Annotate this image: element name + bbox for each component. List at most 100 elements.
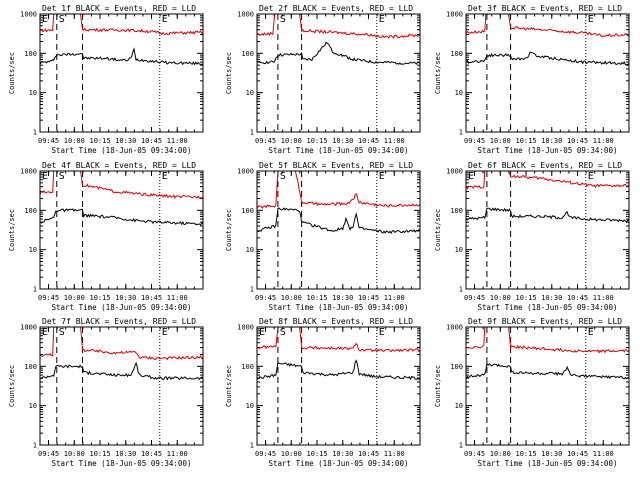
- y-tick-label: 10: [455, 89, 463, 97]
- x-tick-label: 11:00: [384, 450, 405, 458]
- x-tick-label: 10:15: [515, 450, 536, 458]
- marker-label: E: [42, 14, 48, 25]
- series-line-events: [40, 361, 203, 381]
- y-axis-label: Counts/sec: [8, 52, 16, 94]
- y-tick-label: 1: [33, 129, 37, 137]
- y-tick-label: 10: [29, 402, 37, 410]
- x-axis-label: Start Time (18-Jun-05 09:34:00): [478, 459, 618, 468]
- series-group: [40, 327, 203, 381]
- series-group: [466, 327, 629, 380]
- y-axis-label: Counts/sec: [434, 209, 442, 251]
- plot-frame: [256, 326, 421, 446]
- x-tick-label: 11:00: [167, 294, 188, 302]
- x-tick-label: 10:45: [358, 137, 379, 145]
- time-markers: E: [486, 14, 594, 132]
- series-line-events: [40, 208, 203, 226]
- detector-panel-2: Det 2f BLACK = Events, RED = LLD Counts/s…: [225, 4, 421, 155]
- x-axis: 09:45 10:00 10:15 10:30 10:45 11:00: [255, 327, 412, 458]
- x-axis: 09:45 10:00 10:15 10:30 10:45 11:00: [255, 171, 412, 302]
- detector-panel-5: Det 5f BLACK = Events, RED = LLD Counts/s…: [225, 161, 421, 312]
- series-line-lld: [466, 327, 629, 354]
- x-tick-label: 09:45: [464, 294, 485, 302]
- marker-label: E: [42, 171, 48, 182]
- detector-panel-6: Det 6f BLACK = Events, RED = LLD Counts/s…: [434, 161, 630, 312]
- y-tick-label: 100: [450, 207, 463, 215]
- series-group: [257, 327, 420, 381]
- x-tick-label: 09:45: [464, 137, 485, 145]
- y-tick-label: 1000: [446, 324, 463, 332]
- x-tick-label: 11:00: [167, 450, 188, 458]
- x-tick-label: 09:45: [464, 450, 485, 458]
- y-tick-label: 100: [241, 50, 254, 58]
- x-tick-label: 10:00: [490, 450, 511, 458]
- series-line-lld: [40, 171, 203, 199]
- plot-frame: [39, 13, 204, 133]
- marker-label: S: [59, 14, 65, 25]
- series-line-events: [466, 362, 629, 380]
- series-line-events: [257, 41, 420, 65]
- x-tick-label: 10:45: [358, 450, 379, 458]
- x-axis: 09:45 10:00 10:15 10:30 10:45 11:00: [464, 14, 621, 145]
- marker-label: E: [468, 171, 474, 182]
- plot-frame: [465, 326, 630, 446]
- marker-label: E: [588, 327, 594, 338]
- x-tick-label: 10:00: [490, 137, 511, 145]
- series-line-events: [257, 359, 420, 381]
- x-tick-label: 10:00: [64, 294, 85, 302]
- marker-label: E: [259, 327, 265, 338]
- x-axis: 09:45 10:00 10:15 10:30 10:45 11:00: [38, 171, 195, 302]
- detector-panel-7: Det 7f BLACK = Events, RED = LLD Counts/s…: [8, 317, 204, 468]
- y-tick-label: 1000: [237, 168, 254, 176]
- x-tick-label: 11:00: [384, 137, 405, 145]
- x-tick-label: 10:00: [281, 294, 302, 302]
- x-axis: 09:45 10:00 10:15 10:30 10:45 11:00: [464, 171, 621, 302]
- y-tick-label: 1: [33, 286, 37, 294]
- x-tick-label: 11:00: [593, 294, 614, 302]
- x-axis-label: Start Time (18-Jun-05 09:34:00): [52, 303, 192, 312]
- y-axis-label: Counts/sec: [8, 209, 16, 251]
- series-line-lld: [257, 171, 420, 209]
- x-tick-label: 11:00: [593, 137, 614, 145]
- x-tick-label: 09:45: [38, 137, 59, 145]
- y-tick-label: 100: [241, 363, 254, 371]
- x-tick-label: 10:45: [141, 294, 162, 302]
- marker-label: S: [280, 171, 286, 182]
- y-axis: 1 10 100 1000: [237, 324, 420, 450]
- series-line-lld: [40, 327, 203, 361]
- plot-frame: [39, 170, 204, 290]
- series-group: [466, 14, 629, 66]
- y-tick-label: 10: [29, 246, 37, 254]
- x-tick-label: 10:30: [541, 450, 562, 458]
- plot-frame: [39, 326, 204, 446]
- x-tick-label: 10:15: [89, 450, 110, 458]
- x-axis-label: Start Time (18-Jun-05 09:34:00): [52, 146, 192, 155]
- y-tick-label: 1: [250, 129, 254, 137]
- y-tick-label: 1: [250, 442, 254, 450]
- y-axis: 1 10 100 1000: [20, 168, 203, 294]
- panel-title: Det 8f BLACK = Events, RED = LLD: [259, 317, 413, 326]
- x-axis: 09:45 10:00 10:15 10:30 10:45 11:00: [464, 327, 621, 458]
- panel-title: Det 7f BLACK = Events, RED = LLD: [42, 317, 196, 326]
- y-tick-label: 1000: [20, 168, 37, 176]
- series-group: [40, 14, 203, 66]
- plot-frame: [465, 170, 630, 290]
- y-tick-label: 100: [450, 50, 463, 58]
- x-tick-label: 11:00: [593, 450, 614, 458]
- y-axis: 1 10 100 1000: [237, 11, 420, 137]
- x-axis: 09:45 10:00 10:15 10:30 10:45 11:00: [38, 327, 195, 458]
- y-axis: 1 10 100 1000: [446, 168, 629, 294]
- y-tick-label: 100: [24, 363, 37, 371]
- x-tick-label: 11:00: [384, 294, 405, 302]
- plot-frame: [465, 13, 630, 133]
- x-tick-label: 10:45: [567, 294, 588, 302]
- panel-title: Det 4f BLACK = Events, RED = LLD: [42, 161, 196, 170]
- x-tick-label: 10:15: [515, 294, 536, 302]
- panel-title: Det 3f BLACK = Events, RED = LLD: [468, 4, 622, 13]
- y-tick-label: 1000: [20, 324, 37, 332]
- y-tick-label: 1: [459, 286, 463, 294]
- marker-label: E: [162, 171, 168, 182]
